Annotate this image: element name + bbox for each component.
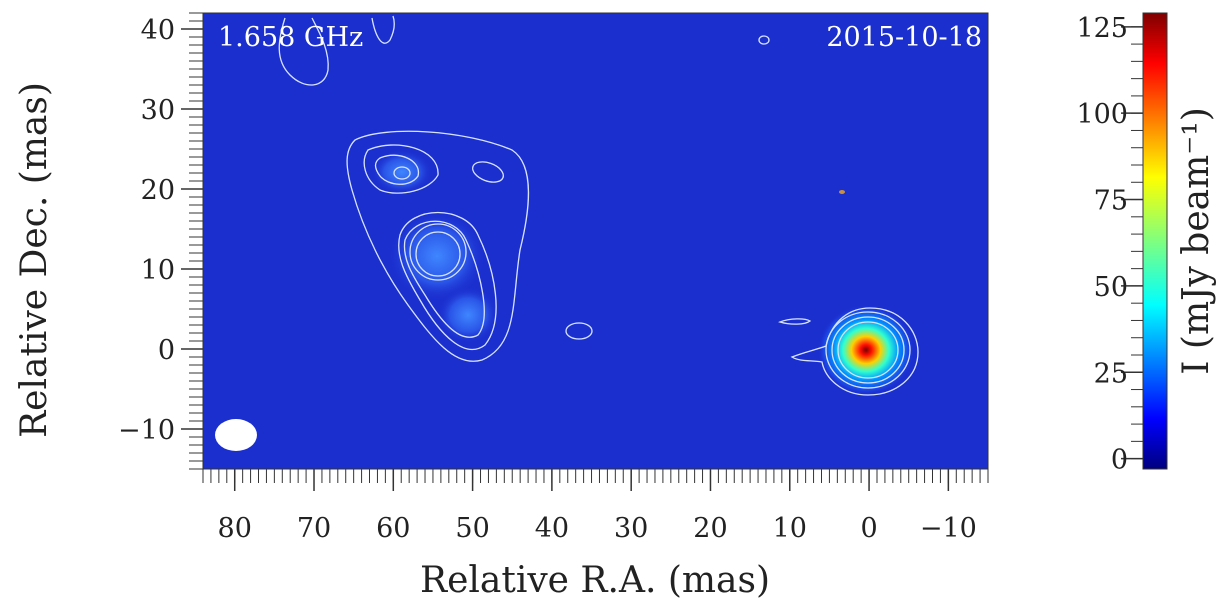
x-tick-label: 20 [693, 513, 727, 544]
beam [215, 419, 257, 451]
x-tick-label: 30 [614, 513, 648, 544]
x-tick-label: 70 [297, 513, 331, 544]
y-tick-label: 40 [141, 15, 175, 46]
x-tick-label: 60 [376, 513, 410, 544]
y-tick-label: 0 [158, 335, 175, 366]
jet-emission [389, 211, 485, 301]
x-tick-label: 10 [773, 513, 807, 544]
plot-frame [202, 12, 989, 470]
y-tick-label: 20 [141, 175, 175, 206]
x-axis-label: Relative R.A. (mas) [420, 560, 770, 599]
y-axis-label: Relative Dec. (mas) [14, 82, 55, 438]
colorbar-tick-label: 25 [1094, 358, 1128, 389]
x-tick-label: 0 [860, 513, 877, 544]
colorbar-tick-label: 125 [1076, 13, 1128, 44]
y-tick-label: −10 [118, 415, 175, 446]
colorbar-tick-label: 75 [1094, 186, 1128, 217]
noise-spot [839, 190, 845, 194]
x-tick-label: 40 [535, 513, 569, 544]
contours [278, 15, 919, 396]
y-tick-label: 30 [141, 95, 175, 126]
colorbar-tick-label: 50 [1094, 272, 1128, 303]
frequency-label: 1.658 GHz [218, 22, 363, 53]
colorbar-label: I (mJy beam⁻¹) [1176, 107, 1217, 375]
colorbar-tick-label: 0 [1111, 445, 1128, 476]
y-tick-label: 10 [141, 255, 175, 286]
image [202, 12, 989, 470]
colorbar [1142, 12, 1168, 470]
x-tick-label: 50 [455, 513, 489, 544]
map-background [203, 13, 988, 469]
jet-emission [372, 150, 432, 194]
date-label: 2015-10-18 [826, 22, 982, 53]
colorbar-tick-label: 100 [1076, 99, 1128, 130]
x-tick-label: −10 [920, 513, 977, 544]
jet-emission [438, 287, 498, 343]
x-tick-label: 80 [218, 513, 252, 544]
